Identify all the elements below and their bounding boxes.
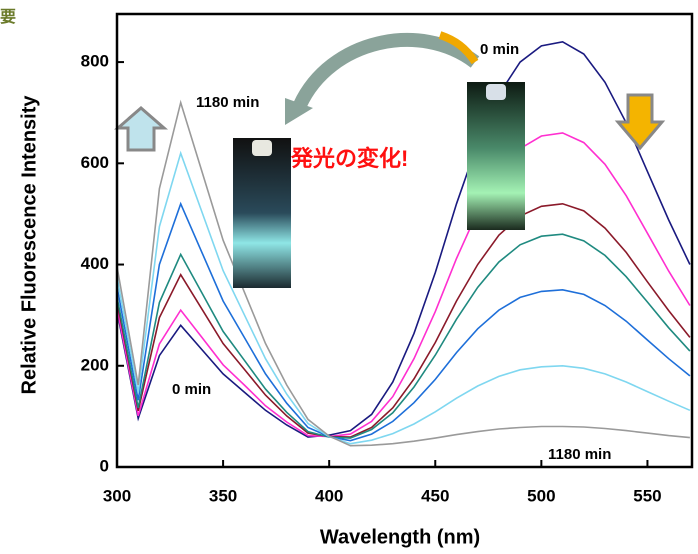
y-tick-label: 0 bbox=[100, 456, 109, 475]
chart: Wavelength (nm) Relative Fluorescence In… bbox=[0, 0, 698, 554]
curved-arrow bbox=[300, 40, 475, 105]
vial-cap bbox=[252, 140, 272, 156]
y-tick-label: 800 bbox=[81, 52, 109, 71]
vial-photo bbox=[467, 82, 525, 230]
annotation: 0 min bbox=[172, 381, 211, 398]
x-tick-label: 500 bbox=[527, 486, 555, 505]
vial-cap bbox=[486, 84, 506, 100]
y-tick-label: 600 bbox=[81, 153, 109, 172]
x-tick-label: 450 bbox=[421, 486, 449, 505]
annotation: 発光の変化! bbox=[290, 146, 408, 171]
up-arrow bbox=[118, 108, 164, 150]
spectrum-line bbox=[117, 204, 690, 437]
x-tick-label: 300 bbox=[103, 486, 131, 505]
y-axis-title: Relative Fluorescence Intensity bbox=[18, 95, 40, 395]
spectrum-line bbox=[117, 234, 690, 438]
annotation: 1180 min bbox=[548, 446, 611, 463]
vial-photo bbox=[233, 138, 291, 288]
y-tick-label: 200 bbox=[81, 355, 109, 374]
annotation: 要 bbox=[0, 8, 16, 26]
annotation: 0 min bbox=[480, 41, 519, 58]
x-axis-title: Wavelength (nm) bbox=[320, 526, 480, 548]
y-tick-label: 400 bbox=[81, 254, 109, 273]
x-tick-label: 400 bbox=[315, 486, 343, 505]
x-tick-label: 550 bbox=[633, 486, 661, 505]
annotation: 1180 min bbox=[196, 94, 259, 111]
x-tick-label: 350 bbox=[209, 486, 237, 505]
down-arrow bbox=[618, 95, 662, 148]
spectrum-line bbox=[117, 204, 690, 441]
